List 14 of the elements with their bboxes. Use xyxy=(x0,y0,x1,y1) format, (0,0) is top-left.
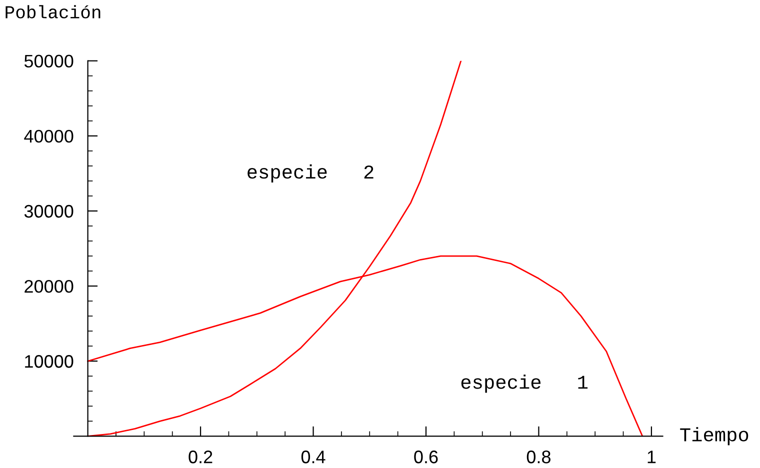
x-axis-title: Tiempo xyxy=(680,427,748,446)
y-tick-label: 50000 xyxy=(24,54,74,68)
y-tick-label: 10000 xyxy=(25,355,74,368)
x-tick-label: 0.6 xyxy=(414,450,438,464)
x-tick-label: 0.4 xyxy=(301,450,326,464)
x-tick-label: 1 xyxy=(648,450,656,464)
annotation: especie 2 xyxy=(248,164,374,183)
y-tick-label: 20000 xyxy=(24,280,74,293)
y-tick-label: 30000 xyxy=(24,204,74,218)
annotation: especie 1 xyxy=(461,374,588,393)
x-tick-label: 0.2 xyxy=(188,450,212,464)
y-tick-label: 40000 xyxy=(24,130,74,143)
x-tick-label: 0.8 xyxy=(526,450,550,464)
y-axis-title: Población xyxy=(6,5,100,18)
